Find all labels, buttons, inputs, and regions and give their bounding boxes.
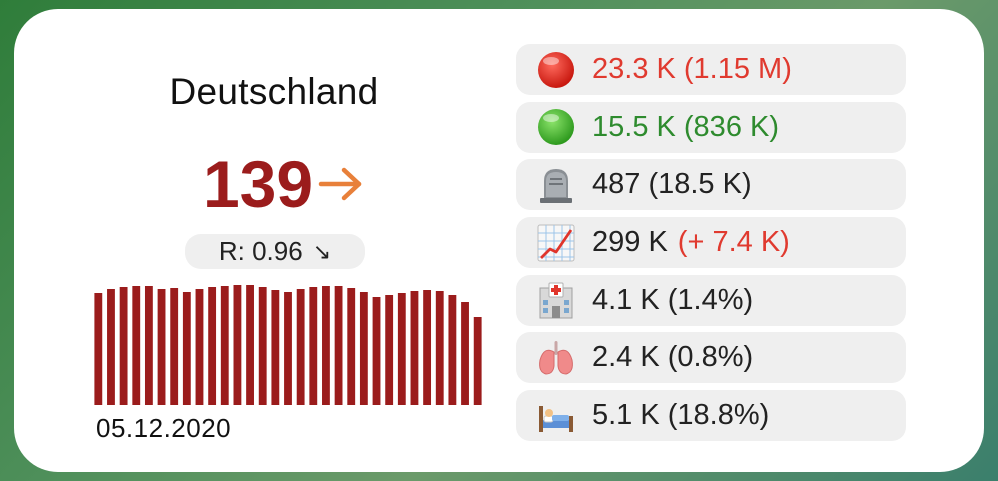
incidence-bar xyxy=(195,289,204,405)
widget-card[interactable]: Deutschland 139 R: 0.96 ↘ 05.12.2020 23.… xyxy=(14,9,984,472)
incidence-bar xyxy=(334,286,343,405)
down-right-arrow-icon: ↘ xyxy=(312,238,332,264)
stat-total-delta: (+ 7.4 K) xyxy=(677,226,790,259)
date-label: 05.12.2020 xyxy=(96,413,232,443)
incidence-bar xyxy=(296,289,305,405)
stat-row-deaths: 487 (18.5 K) xyxy=(516,159,906,211)
incidence-bar xyxy=(94,293,103,405)
stat-icu: 2.4 K (0.8%) xyxy=(592,341,754,374)
stat-row-hospital: 4.1 K (1.4%) xyxy=(516,274,906,326)
incidence-bar xyxy=(397,293,406,405)
incidence-bar xyxy=(385,295,394,405)
stat-row-icu: 2.4 K (0.8%) xyxy=(516,332,906,384)
incidence-bar xyxy=(246,285,254,405)
incidence-bar xyxy=(220,286,229,405)
incidence-bar xyxy=(359,292,368,405)
incidence-bar xyxy=(144,286,153,405)
country-name: Deutschland xyxy=(169,71,379,112)
incidence-bar xyxy=(132,286,141,405)
incidence-bar xyxy=(284,292,292,405)
incidence-bar xyxy=(233,285,242,405)
incidence-bar xyxy=(435,291,444,405)
stat-deaths: 487 (18.5 K) xyxy=(592,168,752,201)
incidence-bar xyxy=(423,290,432,405)
right-arrow-icon xyxy=(318,167,362,201)
incidence-bar xyxy=(448,295,457,405)
incidence-bar xyxy=(182,292,191,405)
incidence-bar xyxy=(473,317,482,405)
stat-beds: 5.1 K (18.8%) xyxy=(592,399,770,432)
incidence-block: 139 xyxy=(164,149,404,219)
stat-row-vaccinations: 299 K (+ 7.4 K) xyxy=(516,217,906,269)
stat-row-beds: 5.1 K (18.8%) xyxy=(516,390,906,442)
incidence-bar xyxy=(107,289,115,405)
incidence-bar xyxy=(119,287,128,405)
incidence-bar xyxy=(372,297,381,405)
hospital-icon xyxy=(539,282,573,319)
stats-list: 23.3 K (1.15 M) 15.5 K (836 K) 487 (18.5… xyxy=(516,44,906,448)
incidence-bar xyxy=(461,302,469,405)
incidence-bar xyxy=(309,287,318,405)
incidence-bar xyxy=(208,287,217,405)
stat-new-cases: 23.3 K (1.15 M) xyxy=(592,53,792,85)
red-circle-icon xyxy=(538,51,574,88)
incidence-bar xyxy=(170,288,179,405)
stat-hospital: 4.1 K (1.4%) xyxy=(592,283,754,316)
tombstone-icon xyxy=(540,168,572,203)
stat-row-recovered: 15.5 K (836 K) xyxy=(516,101,906,153)
incidence-bar xyxy=(258,287,267,405)
bed-icon xyxy=(539,405,573,432)
incidence-bar xyxy=(410,291,419,405)
incidence-bar xyxy=(347,288,356,405)
stat-row-new-cases: 23.3 K (1.15 M) xyxy=(516,44,906,95)
incidence-bar xyxy=(322,286,330,405)
incidence-bar xyxy=(271,290,280,405)
r-value-text: R: 0.96 xyxy=(218,236,303,266)
stat-recovered: 15.5 K (836 K) xyxy=(592,110,779,143)
incidence-bar-chart xyxy=(94,285,482,405)
lungs-icon xyxy=(539,340,573,375)
r-value-badge: R: 0.96 ↘ xyxy=(185,234,365,269)
chart-increasing-icon xyxy=(537,224,575,262)
green-circle-icon xyxy=(538,109,574,146)
incidence-value: 139 xyxy=(202,147,314,221)
incidence-bar xyxy=(157,289,166,405)
stat-total: 299 K xyxy=(592,226,668,259)
